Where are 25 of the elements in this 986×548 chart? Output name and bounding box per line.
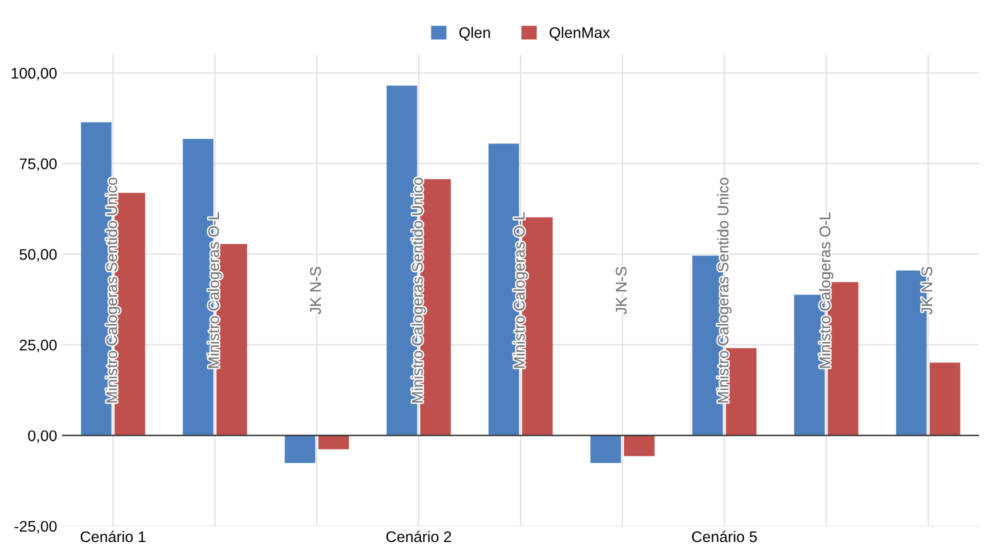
y-tick-label: 0,00 [28,430,57,443]
y-tick-label: 100,00 [12,68,57,80]
bar [284,435,316,463]
annotation: Ministro Calogeras O-L [513,212,528,368]
bar [624,435,655,456]
bar [930,362,960,436]
legend-label: Qlen [459,26,490,41]
annotation: Ministro Calogeras O-L [819,212,834,368]
annotation: JK N-S [310,266,321,314]
y-tick-label: 25,00 [20,340,57,352]
y-tick-label: -25,00 [14,520,57,534]
annotation: JK N-S [616,266,627,314]
annotation: Ministro Calogeras Sentido Unico [412,178,426,403]
annotation: Ministro Calogeras Sentido Unico [717,178,732,403]
x-tick-label: Cenário 2 [386,530,452,542]
x-tick-label: Cenário 5 [692,530,757,542]
annotation: Ministro Calogeras O-L [208,212,222,368]
annotation: Ministro Calogeras Sentido Unico [106,178,120,403]
x-tick-label: Cenário 1 [80,530,146,542]
y-tick-label: 75,00 [20,158,57,172]
bar [590,435,621,463]
annotation: JK N-S [921,266,932,314]
y-tick-label: 50,00 [20,249,57,262]
legend-label: QlenMax [550,26,610,41]
bar [318,435,349,450]
